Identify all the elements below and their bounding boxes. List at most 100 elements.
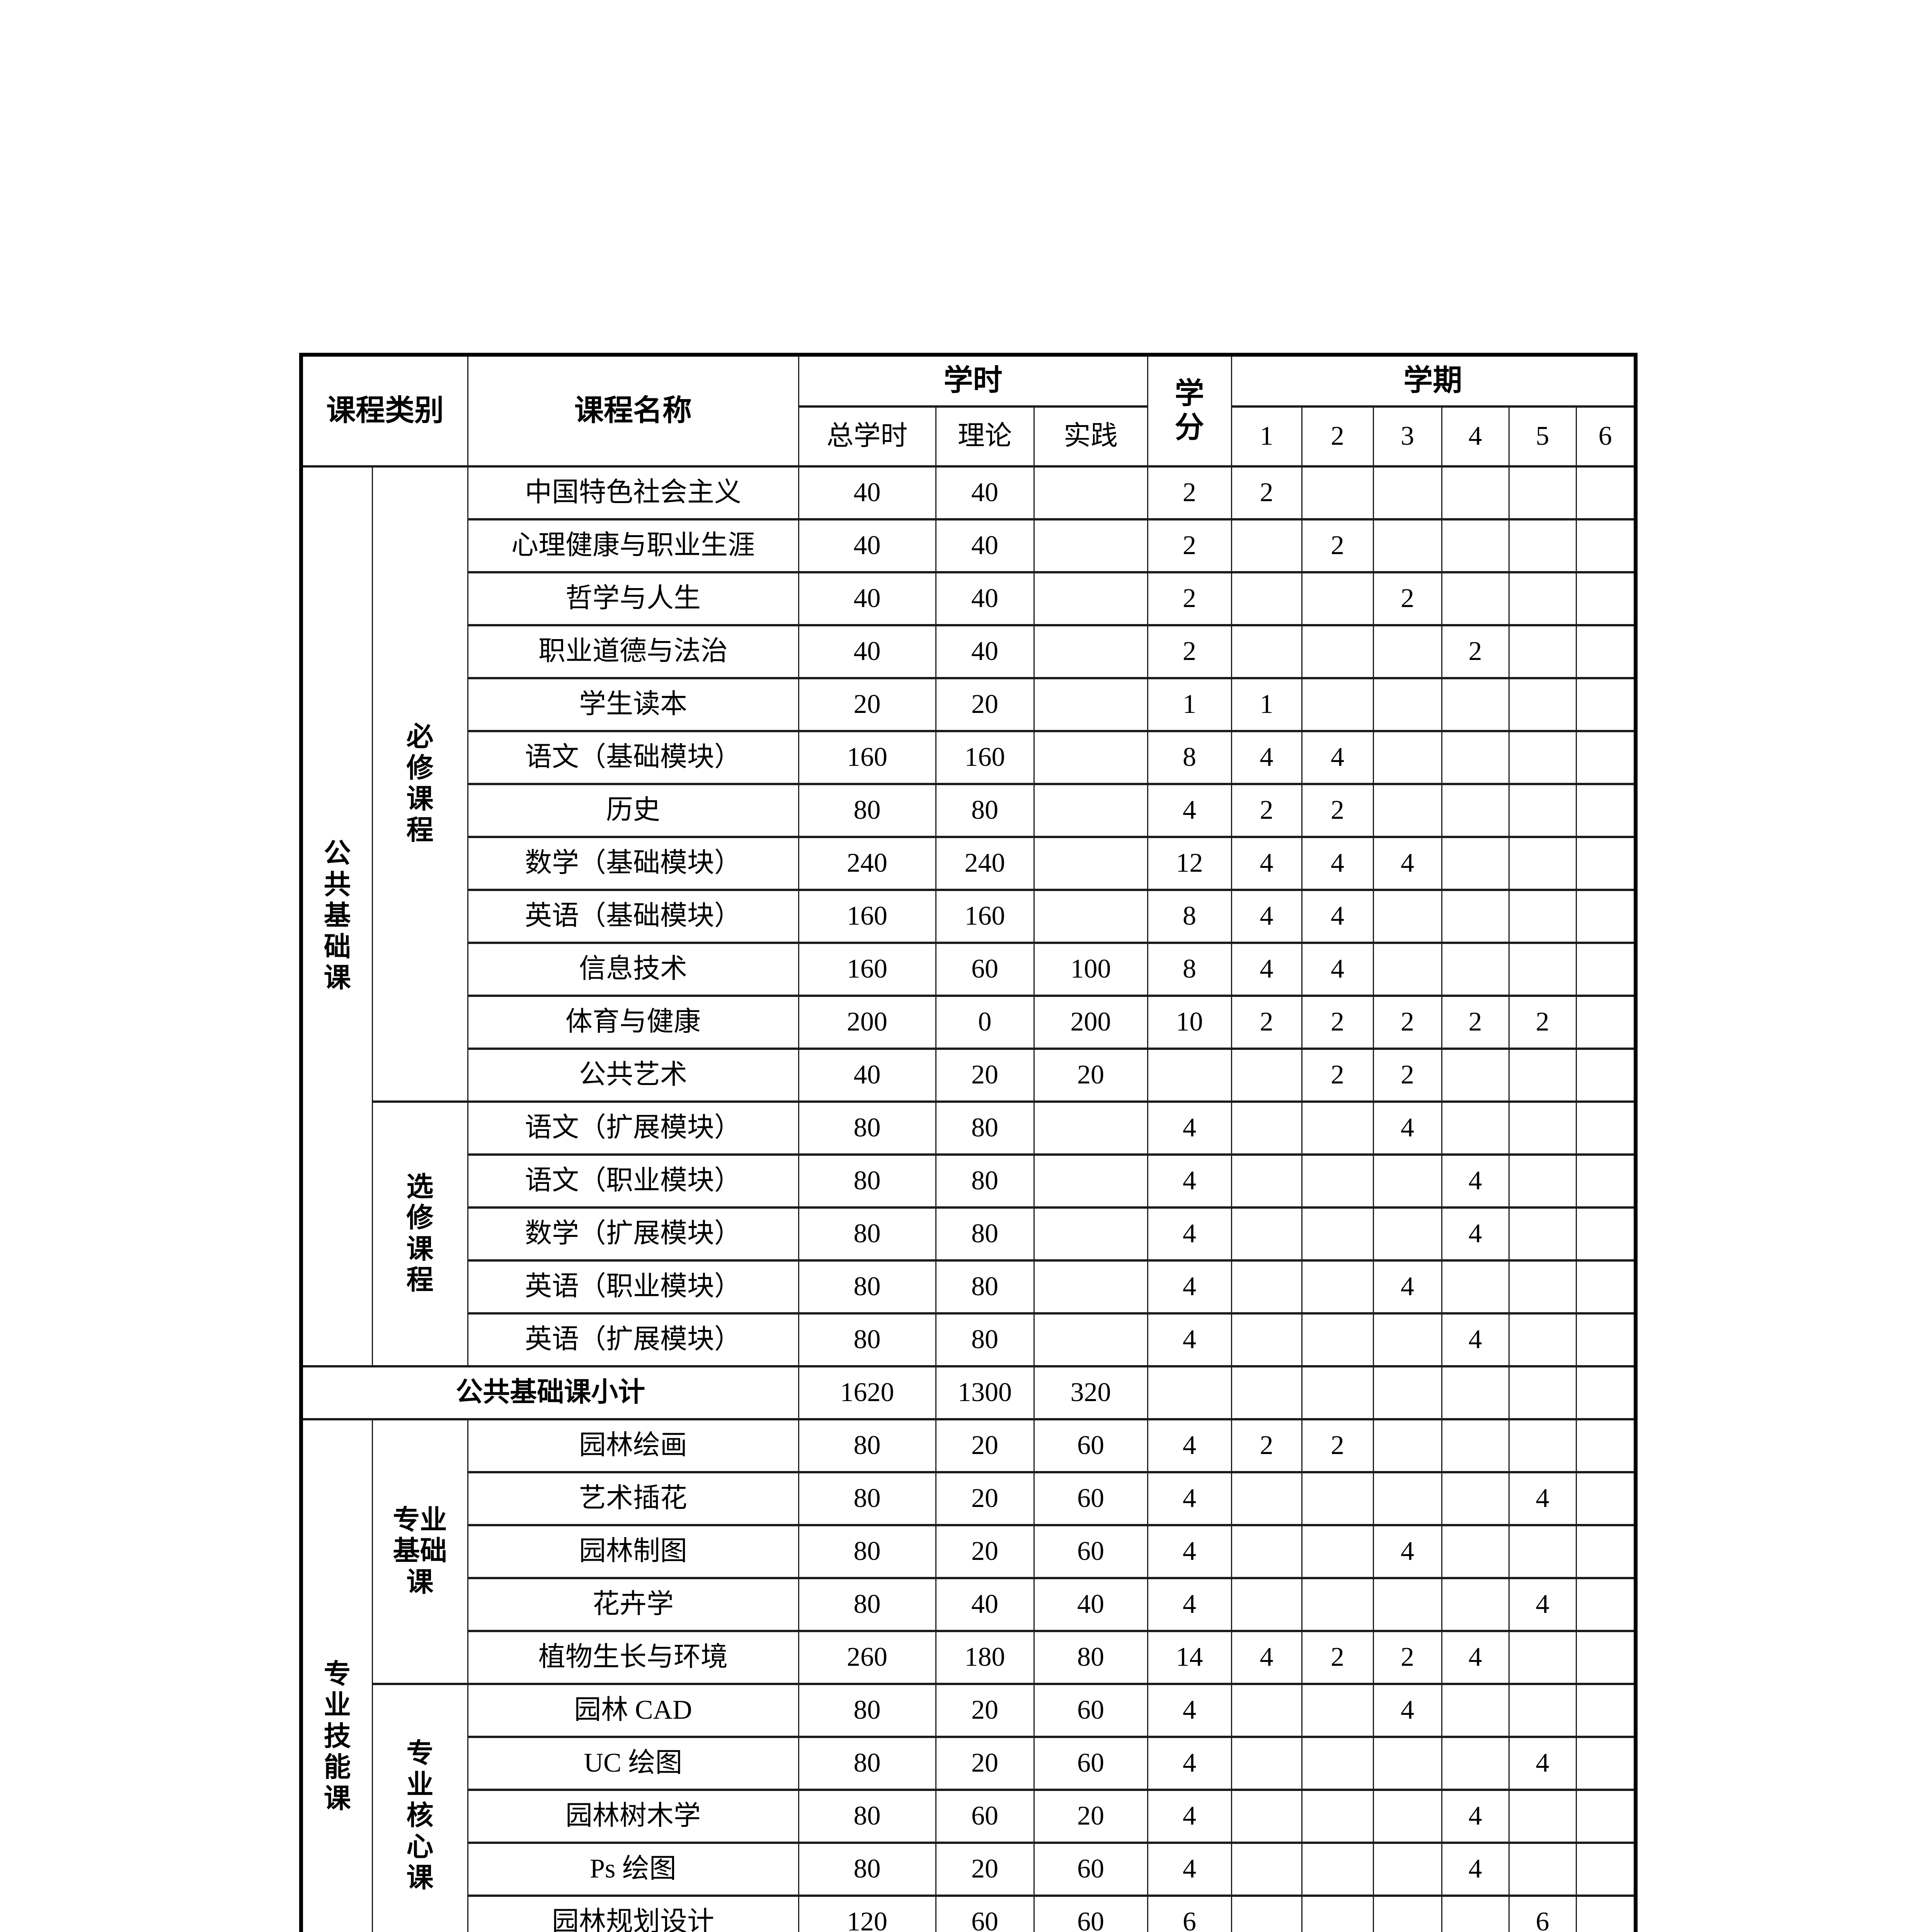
credit-cell <box>1147 1048 1232 1103</box>
header-course-name: 课程名称 <box>467 354 799 468</box>
semester-cell <box>1575 942 1636 997</box>
credit-cell: 4 <box>1147 1789 1232 1844</box>
semester-cell <box>1575 1736 1636 1791</box>
course-name-cell: 园林树木学 <box>467 1789 799 1844</box>
credit-cell: 4 <box>1147 1577 1232 1632</box>
credit-cell: 4 <box>1147 1100 1232 1156</box>
table-body: 公 共 基 础 课必 修 课 程中国特色社会主义 40 40 2 2 心理健康与职业生涯 4… <box>300 465 1636 1932</box>
semester-cell: 2 <box>1301 1630 1374 1685</box>
semester-cell: 4 <box>1508 1471 1577 1526</box>
credit-cell: 1 <box>1147 677 1232 732</box>
semester-cell <box>1441 1365 1510 1420</box>
table-row: 语文（职业模块） 80 80 4 4 <box>301 1153 1636 1209</box>
course-name-cell: 学生读本 <box>467 677 799 732</box>
semester-cell: 4 <box>1441 1312 1510 1367</box>
hours-theory-cell: 20 <box>935 1736 1035 1791</box>
semester-cell: 2 <box>1372 1630 1442 1685</box>
semester-cell <box>1231 1683 1302 1738</box>
header-semester-1: 1 <box>1231 405 1302 468</box>
semester-cell <box>1441 1524 1510 1579</box>
semester-cell <box>1372 889 1442 944</box>
semester-cell <box>1575 1100 1636 1156</box>
credit-cell: 8 <box>1147 942 1232 997</box>
semester-cell: 2 <box>1508 995 1577 1050</box>
semester-cell: 6 <box>1508 1895 1577 1932</box>
semester-cell <box>1575 518 1636 573</box>
semester-cell: 4 <box>1372 1524 1442 1579</box>
semester-cell <box>1301 1736 1374 1791</box>
hours-total-cell: 80 <box>798 1259 936 1315</box>
semester-cell: 2 <box>1441 624 1510 679</box>
hours-theory-cell: 60 <box>935 1789 1035 1844</box>
semester-cell <box>1508 889 1577 944</box>
hours-total-cell: 80 <box>798 1312 936 1367</box>
semester-cell <box>1575 1153 1636 1209</box>
semester-cell <box>1508 677 1577 732</box>
semester-cell: 2 <box>1231 1418 1302 1473</box>
table-row: 历史 80 80 4 2 2 <box>301 783 1636 838</box>
semester-cell <box>1508 1153 1577 1209</box>
table-row: 语文（基础模块） 160 160 8 4 4 <box>301 730 1636 785</box>
semester-cell <box>1508 1789 1577 1844</box>
table-row: 艺术插花 80 20 60 4 4 <box>301 1471 1636 1526</box>
semester-cell <box>1575 836 1636 891</box>
hours-theory-cell: 60 <box>935 942 1035 997</box>
semester-cell <box>1301 1683 1374 1738</box>
hours-theory-cell: 20 <box>935 1683 1035 1738</box>
semester-cell <box>1441 1259 1510 1315</box>
hours-practice-cell: 60 <box>1033 1418 1148 1473</box>
semester-cell <box>1231 1736 1302 1791</box>
course-name-cell: 语文（扩展模块） <box>467 1100 799 1156</box>
semester-cell <box>1575 1312 1636 1367</box>
hours-theory-cell: 80 <box>935 1259 1035 1315</box>
hours-practice-cell: 100 <box>1033 942 1148 997</box>
header-semester: 学期 <box>1231 354 1636 408</box>
table-row: 信息技术 160 60 100 8 4 4 <box>301 942 1636 997</box>
semester-cell <box>1301 1100 1374 1156</box>
semester-cell <box>1372 1418 1442 1473</box>
semester-cell <box>1231 1789 1302 1844</box>
semester-cell <box>1575 1683 1636 1738</box>
semester-cell <box>1372 1895 1442 1932</box>
semester-cell <box>1575 1895 1636 1932</box>
hours-theory-cell: 20 <box>935 1524 1035 1579</box>
semester-cell <box>1372 1312 1442 1367</box>
hours-practice-cell <box>1033 465 1148 520</box>
semester-cell <box>1441 1736 1510 1791</box>
semester-cell <box>1231 1471 1302 1526</box>
hours-total-cell: 240 <box>798 836 936 891</box>
credit-cell: 2 <box>1147 571 1232 626</box>
course-name-cell: 英语（扩展模块） <box>467 1312 799 1367</box>
hours-total-cell: 80 <box>798 1418 936 1473</box>
hours-total-cell: 40 <box>798 571 936 626</box>
semester-cell <box>1301 1153 1374 1209</box>
course-name-cell: 园林 CAD <box>467 1683 799 1738</box>
credit-cell: 4 <box>1147 1206 1232 1262</box>
semester-cell <box>1508 465 1577 520</box>
semester-cell <box>1301 1206 1374 1262</box>
semester-cell <box>1372 677 1442 732</box>
course-name-cell: 语文（基础模块） <box>467 730 799 785</box>
hours-practice-cell: 60 <box>1033 1471 1148 1526</box>
semester-cell <box>1575 1259 1636 1315</box>
semester-cell <box>1372 1789 1442 1844</box>
course-name-cell: 体育与健康 <box>467 995 799 1050</box>
hours-practice-cell <box>1033 571 1148 626</box>
credit-cell: 4 <box>1147 1524 1232 1579</box>
semester-cell: 4 <box>1231 889 1302 944</box>
semester-cell <box>1508 836 1577 891</box>
semester-cell <box>1441 571 1510 626</box>
table-row: 园林树木学 80 60 20 4 4 <box>301 1789 1636 1844</box>
hours-theory-cell: 160 <box>935 889 1035 944</box>
semester-cell <box>1301 1259 1374 1315</box>
semester-cell <box>1575 1524 1636 1579</box>
semester-cell: 4 <box>1301 889 1374 944</box>
semester-cell <box>1441 1418 1510 1473</box>
header-semester-6: 6 <box>1575 405 1636 468</box>
semester-cell: 2 <box>1301 1048 1374 1103</box>
hours-theory-cell: 20 <box>935 1048 1035 1103</box>
semester-cell <box>1372 730 1442 785</box>
hours-practice-cell <box>1033 836 1148 891</box>
hours-practice-cell <box>1033 1206 1148 1262</box>
header-hours: 学时 <box>798 354 1148 408</box>
